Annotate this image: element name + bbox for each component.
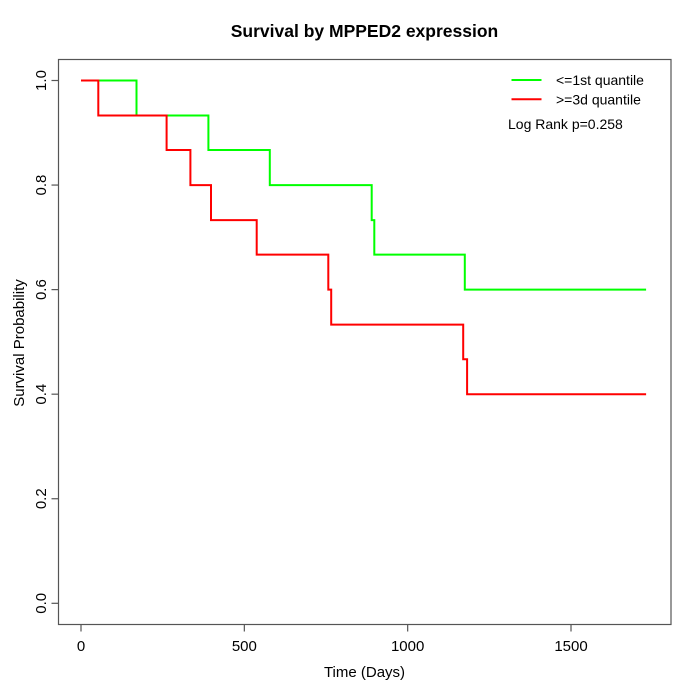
y-tick-label: 0.6 <box>33 279 50 300</box>
survival-curves <box>81 79 647 396</box>
y-tick-label: 0.2 <box>33 488 50 509</box>
legend-label: >=3d quantile <box>556 91 641 107</box>
x-tick-label: 1000 <box>391 638 424 655</box>
y-axis-label: Survival Probability <box>11 279 28 407</box>
survival-curve-high-expression <box>81 79 647 396</box>
y-axis: 0.0 0.2 0.4 0.6 0.8 1.0 <box>33 70 59 614</box>
legend-label: <=1st quantile <box>556 72 644 88</box>
survival-curve-low-expression <box>81 79 647 291</box>
y-tick-label: 0.8 <box>33 175 50 196</box>
x-tick-label: 1500 <box>554 638 587 655</box>
logrank-pvalue: Log Rank p=0.258 <box>508 116 623 132</box>
y-tick-label: 0.0 <box>33 593 50 614</box>
legend: <=1st quantile >=3d quantile Log Rank p=0.… <box>508 72 644 132</box>
x-tick-label: 500 <box>232 638 257 655</box>
plot-box <box>57 58 672 626</box>
y-tick-label: 1.0 <box>33 70 50 91</box>
x-axis-label: Time (Days) <box>324 664 405 681</box>
x-tick-label: 0 <box>77 638 85 655</box>
x-axis: 0 500 1000 1500 <box>77 624 588 655</box>
y-tick-label: 0.4 <box>33 384 50 405</box>
chart-title: Survival by MPPED2 expression <box>231 21 498 41</box>
